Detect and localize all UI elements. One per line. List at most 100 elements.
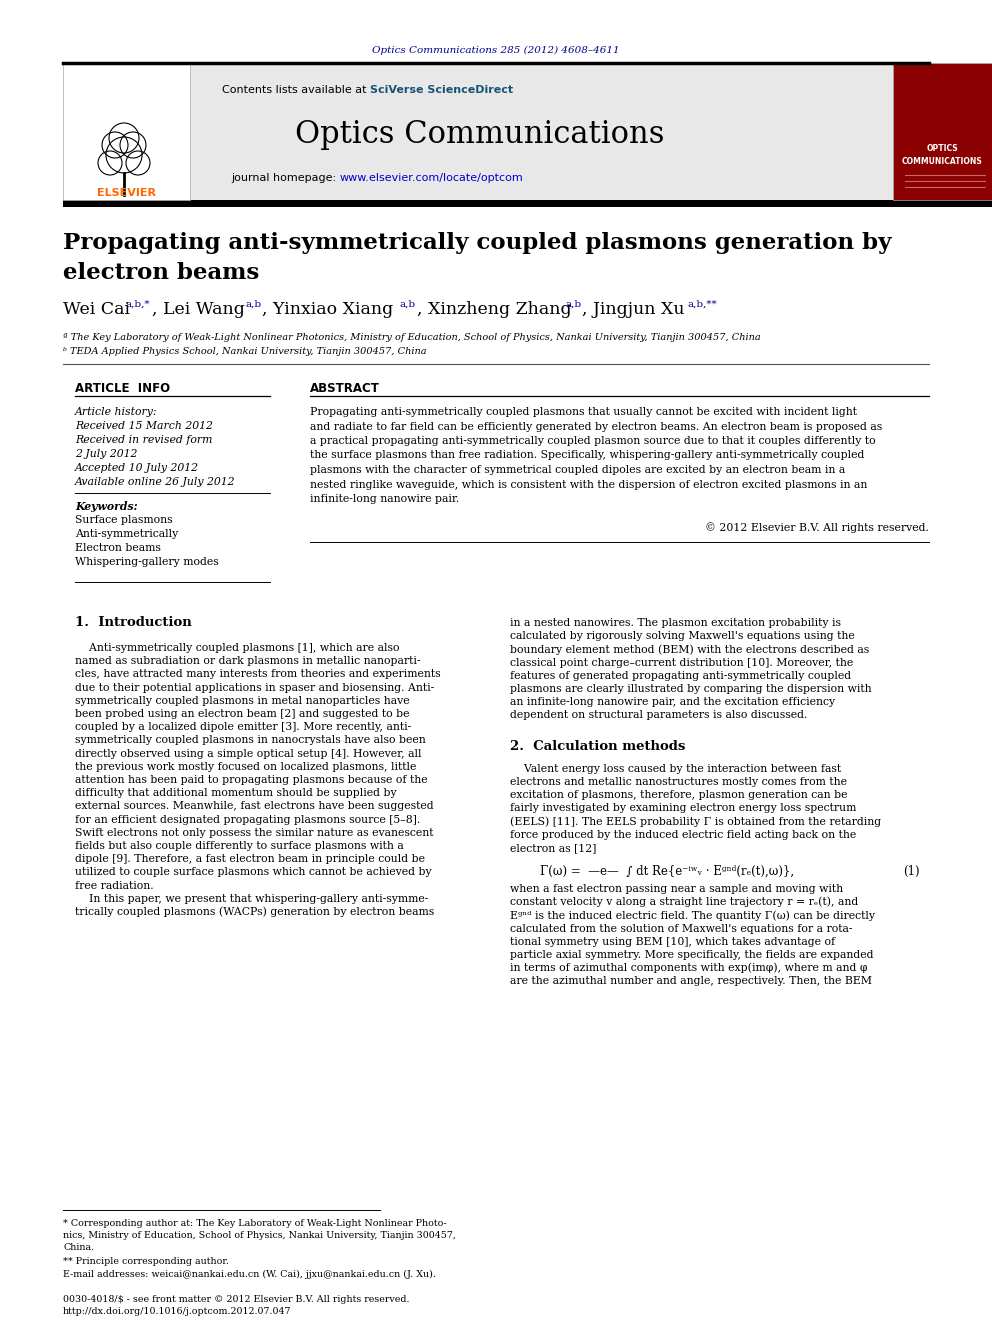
Text: Valent energy loss caused by the interaction between fast: Valent energy loss caused by the interac… [510, 763, 841, 774]
Text: features of generated propagating anti-symmetrically coupled: features of generated propagating anti-s… [510, 671, 851, 681]
Text: plasmons with the character of symmetrical coupled dipoles are excited by an ele: plasmons with the character of symmetric… [310, 464, 845, 475]
Text: particle axial symmetry. More specifically, the fields are expanded: particle axial symmetry. More specifical… [510, 950, 874, 960]
Text: in terms of azimuthal components with exp(imφ), where m and φ: in terms of azimuthal components with ex… [510, 963, 867, 974]
Text: ABSTRACT: ABSTRACT [310, 381, 380, 394]
Text: excitation of plasmons, therefore, plasmon generation can be: excitation of plasmons, therefore, plasm… [510, 790, 847, 800]
Text: Optics Communications: Optics Communications [296, 119, 665, 151]
Text: a,b: a,b [400, 299, 416, 308]
Text: in a nested nanowires. The plasmon excitation probability is: in a nested nanowires. The plasmon excit… [510, 618, 841, 628]
Text: Propagating anti-symmetrically coupled plasmons generation by: Propagating anti-symmetrically coupled p… [63, 232, 892, 254]
Text: a,b,**: a,b,** [687, 299, 716, 308]
Text: ** Principle corresponding author.: ** Principle corresponding author. [63, 1257, 229, 1266]
Text: utilized to couple surface plasmons which cannot be achieved by: utilized to couple surface plasmons whic… [75, 868, 432, 877]
Text: journal homepage:: journal homepage: [231, 173, 340, 183]
Text: nics, Ministry of Education, School of Physics, Nankai University, Tianjin 30045: nics, Ministry of Education, School of P… [63, 1230, 456, 1240]
Text: trically coupled plasmons (WACPs) generation by electron beams: trically coupled plasmons (WACPs) genera… [75, 906, 434, 917]
Text: ELSEVIER: ELSEVIER [96, 188, 156, 198]
Text: SciVerse ScienceDirect: SciVerse ScienceDirect [370, 85, 513, 95]
Text: constant velocity v along a straight line trajectory r = rₑ(t), and: constant velocity v along a straight lin… [510, 897, 858, 908]
Text: a,b: a,b [565, 299, 581, 308]
Text: calculated from the solution of Maxwell's equations for a rota-: calculated from the solution of Maxwell'… [510, 923, 852, 934]
Text: * Corresponding author at: The Key Laboratory of Weak-Light Nonlinear Photo-: * Corresponding author at: The Key Labor… [63, 1218, 446, 1228]
Text: a,b,*: a,b,* [125, 299, 150, 308]
Text: , Yinxiao Xiang: , Yinxiao Xiang [262, 302, 393, 319]
Text: Contents lists available at: Contents lists available at [222, 85, 370, 95]
Text: (1): (1) [904, 864, 920, 877]
Text: symmetrically coupled plasmons in nanocrystals have also been: symmetrically coupled plasmons in nanocr… [75, 736, 426, 745]
Text: In this paper, we present that whispering-gallery anti-symme-: In this paper, we present that whisperin… [75, 894, 429, 904]
Text: calculated by rigorously solving Maxwell's equations using the: calculated by rigorously solving Maxwell… [510, 631, 855, 642]
Text: , Xinzheng Zhang: , Xinzheng Zhang [417, 302, 571, 319]
Text: 2.  Calculation methods: 2. Calculation methods [510, 740, 685, 753]
Text: Swift electrons not only possess the similar nature as evanescent: Swift electrons not only possess the sim… [75, 828, 434, 837]
Text: been probed using an electron beam [2] and suggested to be: been probed using an electron beam [2] a… [75, 709, 410, 718]
Text: ARTICLE  INFO: ARTICLE INFO [75, 381, 170, 394]
Text: E-mail addresses: weicai@nankai.edu.cn (W. Cai), jjxu@nankai.edu.cn (J. Xu).: E-mail addresses: weicai@nankai.edu.cn (… [63, 1270, 435, 1278]
Text: 2 July 2012: 2 July 2012 [75, 448, 137, 459]
Text: 0030-4018/$ - see front matter © 2012 Elsevier B.V. All rights reserved.: 0030-4018/$ - see front matter © 2012 El… [63, 1295, 410, 1304]
Text: Whispering-gallery modes: Whispering-gallery modes [75, 557, 219, 568]
Text: electrons and metallic nanostructures mostly comes from the: electrons and metallic nanostructures mo… [510, 777, 847, 787]
Bar [63, 64, 893, 200]
Text: tional symmetry using BEM [10], which takes advantage of: tional symmetry using BEM [10], which ta… [510, 937, 835, 947]
Text: symmetrically coupled plasmons in metal nanoparticles have: symmetrically coupled plasmons in metal … [75, 696, 410, 705]
Text: dipole [9]. Therefore, a fast electron beam in principle could be: dipole [9]. Therefore, a fast electron b… [75, 855, 425, 864]
Text: boundary element method (BEM) with the electrons described as: boundary element method (BEM) with the e… [510, 644, 869, 655]
Text: external sources. Meanwhile, fast electrons have been suggested: external sources. Meanwhile, fast electr… [75, 802, 434, 811]
Text: named as subradiation or dark plasmons in metallic nanoparti-: named as subradiation or dark plasmons i… [75, 656, 421, 667]
Text: ᵇ TEDA Applied Physics School, Nankai University, Tianjin 300457, China: ᵇ TEDA Applied Physics School, Nankai Un… [63, 348, 427, 356]
Text: , Lei Wang: , Lei Wang [152, 302, 245, 319]
Text: 1.  Introduction: 1. Introduction [75, 617, 191, 630]
Text: electron beams: electron beams [63, 262, 259, 284]
Text: coupled by a localized dipole emitter [3]. More recently, anti-: coupled by a localized dipole emitter [3… [75, 722, 412, 732]
Text: due to their potential applications in spaser and biosensing. Anti-: due to their potential applications in s… [75, 683, 434, 693]
Text: Anti-symmetrically: Anti-symmetrically [75, 529, 179, 538]
Text: infinite-long nanowire pair.: infinite-long nanowire pair. [310, 493, 459, 504]
Text: directly observed using a simple optical setup [4]. However, all: directly observed using a simple optical… [75, 749, 422, 758]
Text: free radiation.: free radiation. [75, 881, 154, 890]
Text: cles, have attracted many interests from theories and experiments: cles, have attracted many interests from… [75, 669, 440, 680]
Text: dependent on structural parameters is also discussed.: dependent on structural parameters is al… [510, 710, 807, 721]
Text: a practical propagating anti-symmetrically coupled plasmon source due to that it: a practical propagating anti-symmetrical… [310, 437, 876, 446]
Bar [63, 200, 992, 206]
Text: OPTICS
COMMUNICATIONS: OPTICS COMMUNICATIONS [902, 144, 982, 165]
Text: Available online 26 July 2012: Available online 26 July 2012 [75, 478, 235, 487]
Text: force produced by the induced electric field acting back on the: force produced by the induced electric f… [510, 830, 856, 840]
Text: Received 15 March 2012: Received 15 March 2012 [75, 421, 213, 431]
Text: electron as [12]: electron as [12] [510, 843, 596, 853]
Text: ª The Key Laboratory of Weak-Light Nonlinear Photonics, Ministry of Education, S: ª The Key Laboratory of Weak-Light Nonli… [63, 333, 761, 343]
Text: and radiate to far field can be efficiently generated by electron beams. An elec: and radiate to far field can be efficien… [310, 422, 882, 431]
Text: Propagating anti-symmetrically coupled plasmons that usually cannot be excited w: Propagating anti-symmetrically coupled p… [310, 407, 857, 417]
Text: Article history:: Article history: [75, 407, 158, 417]
Text: attention has been paid to propagating plasmons because of the: attention has been paid to propagating p… [75, 775, 428, 785]
Text: Wei Cai: Wei Cai [63, 302, 130, 319]
Text: the previous work mostly focused on localized plasmons, little: the previous work mostly focused on loca… [75, 762, 417, 771]
Text: Eᶢⁿᵈ is the induced electric field. The quantity Γ(ω) can be directly: Eᶢⁿᵈ is the induced electric field. The … [510, 910, 875, 921]
Text: are the azimuthal number and angle, respectively. Then, the BEM: are the azimuthal number and angle, resp… [510, 976, 872, 987]
Bar [893, 64, 992, 200]
Text: classical point charge–current distribution [10]. Moreover, the: classical point charge–current distribut… [510, 658, 853, 668]
Text: plasmons are clearly illustrated by comparing the dispersion with: plasmons are clearly illustrated by comp… [510, 684, 872, 695]
Text: difficulty that additional momentum should be supplied by: difficulty that additional momentum shou… [75, 789, 397, 798]
Text: Optics Communications 285 (2012) 4608–4611: Optics Communications 285 (2012) 4608–46… [372, 45, 620, 54]
Text: the surface plasmons than free radiation. Specifically, whispering-gallery anti-: the surface plasmons than free radiation… [310, 451, 864, 460]
Text: Anti-symmetrically coupled plasmons [1], which are also: Anti-symmetrically coupled plasmons [1],… [75, 643, 400, 654]
Text: (EELS) [11]. The EELS probability Γ is obtained from the retarding: (EELS) [11]. The EELS probability Γ is o… [510, 816, 881, 827]
Text: fairly investigated by examining electron energy loss spectrum: fairly investigated by examining electro… [510, 803, 856, 814]
Text: Accepted 10 July 2012: Accepted 10 July 2012 [75, 463, 199, 474]
Text: fields but also couple differently to surface plasmons with a: fields but also couple differently to su… [75, 841, 404, 851]
Text: nested ringlike waveguide, which is consistent with the dispersion of electron e: nested ringlike waveguide, which is cons… [310, 479, 867, 490]
Text: a,b: a,b [245, 299, 261, 308]
Text: Surface plasmons: Surface plasmons [75, 515, 173, 525]
Text: Received in revised form: Received in revised form [75, 435, 212, 445]
Text: when a fast electron passing near a sample and moving with: when a fast electron passing near a samp… [510, 884, 843, 894]
Text: Γ(ω) =  —e—  ∫ dt Re{e⁻ⁱʷᵥ · Eᶢⁿᵈ(rₑ(t),ω)},: Γ(ω) = —e— ∫ dt Re{e⁻ⁱʷᵥ · Eᶢⁿᵈ(rₑ(t),ω)… [540, 864, 795, 877]
Text: Electron beams: Electron beams [75, 542, 161, 553]
Text: www.elsevier.com/locate/optcom: www.elsevier.com/locate/optcom [340, 173, 524, 183]
Text: China.: China. [63, 1242, 94, 1252]
Text: , Jingjun Xu: , Jingjun Xu [582, 302, 684, 319]
Text: http://dx.doi.org/10.1016/j.optcom.2012.07.047: http://dx.doi.org/10.1016/j.optcom.2012.… [63, 1307, 292, 1316]
Text: for an efficient designated propagating plasmons source [5–8].: for an efficient designated propagating … [75, 815, 421, 824]
Text: © 2012 Elsevier B.V. All rights reserved.: © 2012 Elsevier B.V. All rights reserved… [705, 523, 929, 533]
Text: Keywords:: Keywords: [75, 500, 138, 512]
